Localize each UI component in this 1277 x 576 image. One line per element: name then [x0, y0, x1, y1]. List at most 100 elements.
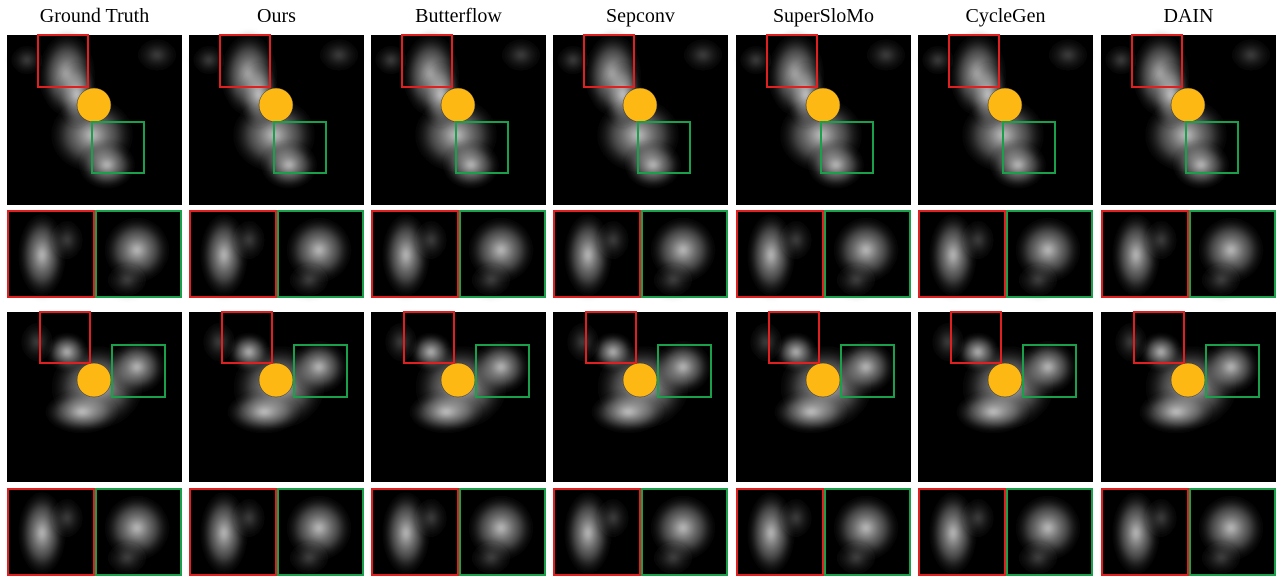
smoke [1018, 339, 1078, 395]
obstacle [441, 363, 475, 397]
smoke [588, 390, 668, 434]
smoke [1111, 317, 1151, 367]
smoke [17, 317, 57, 367]
panel [189, 312, 364, 482]
panel [7, 30, 182, 205]
smoke [199, 317, 239, 367]
obstacle [623, 88, 657, 122]
smoke [441, 140, 501, 190]
zoom-panels [918, 488, 1093, 576]
smoke [806, 140, 866, 190]
smoke [289, 339, 349, 395]
panel [918, 312, 1093, 482]
zoom-panels [1101, 488, 1276, 576]
smoke [1171, 140, 1231, 190]
smoke [224, 390, 304, 434]
panel [736, 30, 911, 205]
panel [189, 30, 364, 205]
smoke [471, 339, 531, 395]
smoke [776, 493, 816, 543]
smoke [7, 42, 47, 78]
obstacle [623, 363, 657, 397]
column-title: Ours [257, 5, 296, 27]
column-title: SuperSloMo [773, 5, 874, 27]
smoke [953, 390, 1033, 434]
panel [553, 30, 728, 205]
smoke [189, 42, 229, 78]
zoom-panels [7, 210, 182, 300]
zoom-panels [189, 210, 364, 300]
smoke [988, 140, 1048, 190]
smoke [102, 260, 152, 300]
obstacle [806, 88, 840, 122]
obstacle [988, 88, 1022, 122]
smoke [466, 260, 516, 300]
smoke [406, 390, 486, 434]
smoke [411, 215, 451, 265]
column-title: Butterflow [415, 5, 502, 27]
obstacle [77, 363, 111, 397]
smoke [47, 215, 87, 265]
panel [1101, 30, 1276, 205]
column-title: Ground Truth [40, 5, 149, 27]
smoke [593, 215, 633, 265]
smoke [1043, 35, 1093, 75]
smoke [1141, 215, 1181, 265]
smoke [1136, 390, 1216, 434]
obstacle [77, 88, 111, 122]
column-title: CycleGen [966, 5, 1046, 27]
obstacle [1171, 363, 1205, 397]
zoom-panels [7, 488, 182, 576]
smoke [314, 35, 364, 75]
column-title: DAIN [1164, 5, 1214, 27]
panel [371, 312, 546, 482]
zoom-panels [553, 210, 728, 300]
smoke [918, 42, 958, 78]
smoke [593, 493, 633, 543]
smoke [623, 140, 683, 190]
smoke [1226, 35, 1276, 75]
comparison-figure: Ground Truth Ours Butterflow Sepconv SuperSl… [0, 0, 1277, 576]
panel [1101, 312, 1276, 482]
zoom-panels [1101, 210, 1276, 300]
panel [553, 312, 728, 482]
obstacle [259, 88, 293, 122]
smoke [861, 35, 911, 75]
smoke [259, 140, 319, 190]
column-title: Sepconv [606, 5, 675, 27]
smoke [42, 390, 122, 434]
smoke [736, 42, 776, 78]
obstacle [259, 363, 293, 397]
smoke [836, 339, 896, 395]
zoom-panels [371, 488, 546, 576]
smoke [776, 215, 816, 265]
zoom-panels [371, 210, 546, 300]
smoke [563, 317, 603, 367]
panel [371, 30, 546, 205]
smoke [496, 35, 546, 75]
zoom-panels [918, 210, 1093, 300]
smoke [771, 390, 851, 434]
smoke [1141, 493, 1181, 543]
smoke [371, 42, 411, 78]
panel [918, 30, 1093, 205]
smoke [229, 493, 269, 543]
zoom-panels [553, 488, 728, 576]
smoke [958, 493, 998, 543]
obstacle [988, 363, 1022, 397]
smoke [1101, 42, 1141, 78]
smoke [746, 317, 786, 367]
smoke [653, 339, 713, 395]
zoom-panels [736, 488, 911, 576]
obstacle [806, 363, 840, 397]
smoke [958, 215, 998, 265]
zoom-panels [189, 488, 364, 576]
smoke [132, 35, 182, 75]
obstacle [441, 88, 475, 122]
zoom-panels [736, 210, 911, 300]
smoke [1196, 260, 1246, 300]
smoke [553, 42, 593, 78]
obstacle [1171, 88, 1205, 122]
smoke [77, 140, 137, 190]
smoke [1201, 339, 1261, 395]
